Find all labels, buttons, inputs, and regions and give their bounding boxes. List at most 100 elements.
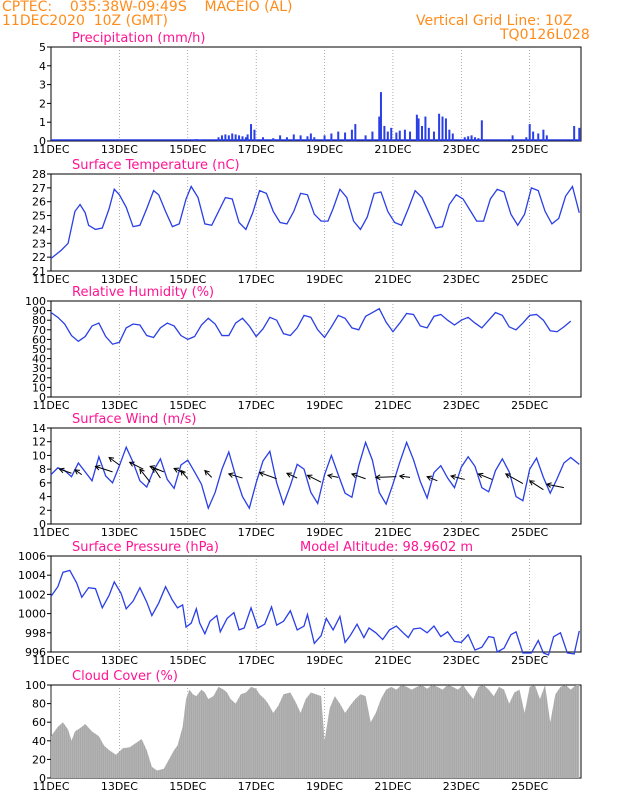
date-tick-label: 13DEC [101, 780, 138, 793]
date-tick-label: 17DEC [238, 273, 275, 286]
y-tick-label: 1004 [18, 569, 46, 582]
panel-4: 11DEC 13DEC 15DEC 17DEC 19DEC 21DEC 23DEC 25DEC… [18, 540, 582, 667]
precip-bar [403, 129, 406, 141]
series-line [50, 184, 580, 260]
wind-arrow-head [326, 473, 333, 479]
series-line [50, 569, 580, 656]
header-grid-note: Vertical Grid Line: 10Z [416, 13, 573, 29]
y-tick-label: 28 [32, 168, 46, 181]
y-tick-label: 1002 [18, 588, 46, 601]
wind-arrow-head [504, 473, 511, 479]
wind-arrow-head [94, 464, 101, 471]
wind-arrow-head [426, 475, 433, 481]
wind-arrow [327, 474, 339, 478]
y-tick-label: 1006 [18, 550, 46, 563]
date-tick-label: 21DEC [374, 399, 411, 412]
precip-bar [395, 132, 398, 141]
precip-bar [371, 131, 374, 141]
wind-arrow [129, 461, 144, 470]
panel-title: Cloud Cover (%) [72, 669, 178, 684]
wind-arrow-head [350, 472, 357, 478]
y-tick-label: 80 [32, 698, 46, 711]
date-tick-label: 15DEC [169, 526, 206, 539]
precip-bar [279, 135, 282, 141]
precip-bar [299, 135, 302, 141]
y-tick-label: 12 [32, 436, 46, 449]
precip-bar [528, 124, 531, 141]
date-tick-label: 11DEC [32, 526, 69, 539]
date-tick-label: 13DEC [101, 143, 138, 156]
precip-bar [227, 135, 230, 141]
y-tick-label: 20 [32, 372, 46, 385]
wind-arrow-head [58, 467, 65, 474]
precip-bar [432, 131, 435, 141]
date-tick-label: 13DEC [101, 654, 138, 667]
precip-bar [451, 133, 454, 141]
wind-arrow-head [139, 468, 145, 475]
wind-arrow-head [74, 469, 80, 475]
precip-bar [573, 125, 576, 141]
precip-bar [217, 137, 220, 141]
precip-bar [350, 129, 353, 141]
wind-arrow [399, 475, 411, 478]
date-tick-label: 25DEC [511, 399, 548, 412]
y-tick-label: 2 [39, 97, 46, 110]
y-tick-label: 22 [32, 251, 46, 264]
y-tick-label: 30 [32, 362, 46, 375]
panel-0: 11DEC 13DEC 15DEC 17DEC 19DEC 21DEC 23DEC 25DEC… [32, 31, 582, 156]
date-tick-label: 11DEC [32, 399, 69, 412]
precip-bar [525, 137, 528, 141]
precip-bar [262, 137, 264, 141]
precip-bar [198, 140, 201, 141]
wind-arrow-head [306, 474, 313, 480]
plot-frame [50, 427, 582, 525]
header-station: CPTEC: 035:38W-09:49S MACEIO (AL) [2, 0, 293, 15]
precip-bar [542, 129, 545, 141]
date-tick-label: 15DEC [169, 143, 206, 156]
date-tick-label: 11DEC [32, 273, 69, 286]
date-tick-label: 25DEC [511, 526, 548, 539]
precip-bar [386, 131, 389, 141]
precip-bar [474, 137, 476, 141]
date-tick-label: 13DEC [101, 399, 138, 412]
y-tick-label: 8 [39, 463, 46, 476]
wind-arrow [450, 475, 465, 480]
plot-frame [50, 173, 582, 272]
precip-bar [234, 134, 237, 141]
precip-bar [313, 137, 316, 141]
date-tick-label: 23DEC [443, 654, 480, 667]
precip-bar [364, 135, 367, 141]
date-tick-label: 15DEC [169, 399, 206, 412]
header-model: TQ0126L028 [500, 27, 590, 43]
y-tick-label: 50 [32, 343, 46, 356]
precip-bar [511, 135, 514, 141]
wind-arrow [95, 465, 113, 473]
y-tick-label: 2 [39, 504, 46, 517]
date-tick-label: 23DEC [443, 526, 480, 539]
y-tick-label: 0 [39, 391, 46, 404]
panel-title: Surface Wind (m/s) [72, 412, 196, 427]
wind-arrow [529, 480, 544, 491]
precip-bar [578, 127, 581, 141]
wind-arrow [307, 474, 322, 483]
y-tick-label: 26 [32, 196, 46, 209]
wind-arrow [505, 473, 524, 484]
y-tick-label: 27 [32, 182, 46, 195]
date-tick-label: 19DEC [306, 526, 343, 539]
wind-arrow [426, 476, 438, 482]
precip-bar [477, 138, 480, 141]
y-tick-label: 998 [25, 627, 46, 640]
y-tick-label: 10 [32, 449, 46, 462]
date-tick-label: 15DEC [169, 654, 206, 667]
panel-title: Precipitation (mm/h) [72, 31, 205, 46]
wind-arrow [108, 457, 120, 466]
precip-bar [463, 137, 466, 141]
precip-bar [244, 137, 247, 141]
date-tick-label: 23DEC [443, 399, 480, 412]
wind-arrow [228, 473, 243, 479]
panel-title: Surface Temperature (nC) [72, 158, 240, 173]
y-tick-label: 40 [32, 735, 46, 748]
precip-bar [195, 139, 198, 141]
y-tick-label: 21 [32, 265, 46, 278]
precip-bar [427, 127, 430, 141]
